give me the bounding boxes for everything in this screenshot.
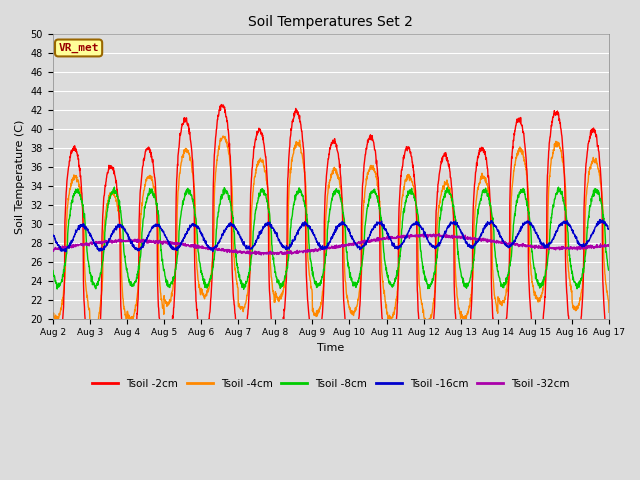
Title: Soil Temperatures Set 2: Soil Temperatures Set 2 <box>248 15 413 29</box>
Text: VR_met: VR_met <box>58 43 99 53</box>
Legend: Tsoil -2cm, Tsoil -4cm, Tsoil -8cm, Tsoil -16cm, Tsoil -32cm: Tsoil -2cm, Tsoil -4cm, Tsoil -8cm, Tsoi… <box>88 375 574 393</box>
Y-axis label: Soil Temperature (C): Soil Temperature (C) <box>15 120 25 234</box>
X-axis label: Time: Time <box>317 343 344 353</box>
